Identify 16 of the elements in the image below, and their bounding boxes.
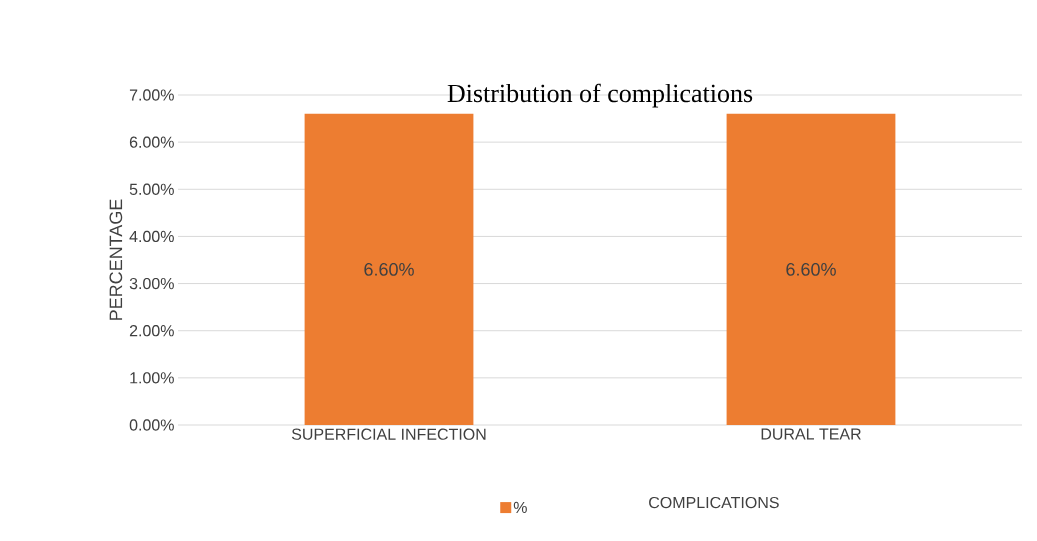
x-axis-title: COMPLICATIONS [649, 496, 779, 509]
y-tick-label: 2.00% [129, 325, 174, 337]
y-tick-label: 6.00% [129, 136, 174, 148]
data-label: 6.60% [364, 263, 414, 276]
y-axis-title: PERCENTAGE [109, 199, 123, 320]
y-tick-label: 7.00% [129, 89, 174, 101]
data-label: 6.60% [786, 263, 836, 276]
x-tick-label: DURAL TEAR [761, 428, 861, 440]
x-tick-label: SUPERFICIAL INFECTION [291, 428, 486, 440]
y-tick-label: 4.00% [129, 230, 174, 243]
legend-label: % [513, 501, 527, 513]
y-tick-label: 3.00% [129, 277, 174, 290]
y-tick-label: 1.00% [130, 372, 174, 384]
y-tick-label: 0.00% [129, 419, 174, 431]
chart-title: Distribution of complications [447, 83, 753, 108]
y-tick-label: 5.00% [129, 183, 174, 195]
